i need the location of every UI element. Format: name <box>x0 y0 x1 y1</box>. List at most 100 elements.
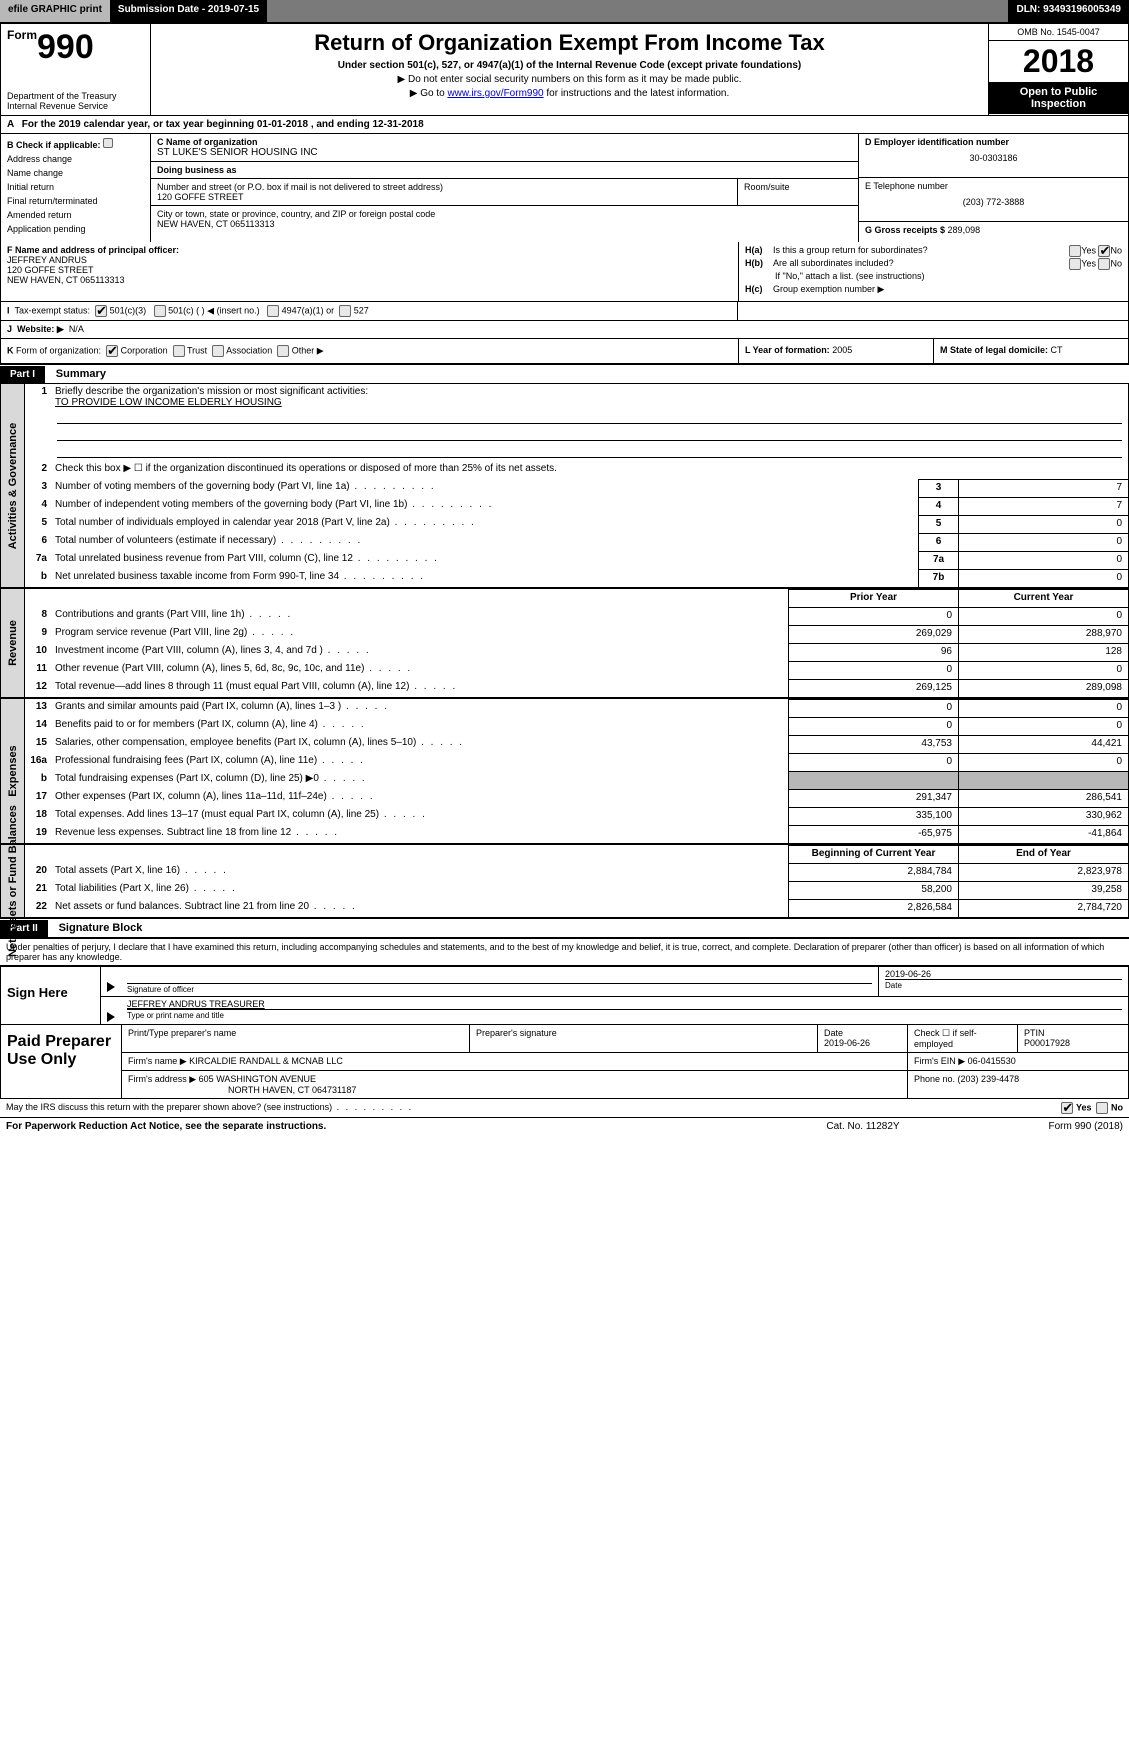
line-text: Total number of volunteers (estimate if … <box>51 533 918 551</box>
line-text: Grants and similar amounts paid (Part IX… <box>51 699 788 717</box>
prior-val: -65,975 <box>788 825 958 843</box>
row-i: I Tax-exempt status: 501(c)(3) 501(c) ( … <box>0 302 1129 321</box>
triangle-icon <box>107 1012 115 1022</box>
assoc-checkbox[interactable] <box>212 345 224 357</box>
line-text: Total expenses. Add lines 13–17 (must eq… <box>51 807 788 825</box>
line-text: Other expenses (Part IX, column (A), lin… <box>51 789 788 807</box>
sign-date: 2019-06-26 <box>885 969 1122 979</box>
perjury-declaration: Under penalties of perjury, I declare th… <box>0 938 1129 965</box>
curr-val: 289,098 <box>958 679 1128 697</box>
line-num: b <box>25 569 51 587</box>
governance-label: Activities & Governance <box>1 384 25 587</box>
curr-val: 286,541 <box>958 789 1128 807</box>
summary-revenue: Revenue Prior Year Current Year 8 Contri… <box>0 589 1129 699</box>
prior-val: 0 <box>788 661 958 679</box>
officer-addr2: NEW HAVEN, CT 065113313 <box>7 275 732 285</box>
prior-val: 96 <box>788 643 958 661</box>
line-text: Net assets or fund balances. Subtract li… <box>51 899 788 917</box>
line-num: 3 <box>25 479 51 497</box>
501c3-checkbox[interactable] <box>95 305 107 317</box>
city-state-zip: NEW HAVEN, CT 065113313 <box>157 219 852 229</box>
summary-governance: Activities & Governance 1Briefly describ… <box>0 384 1129 589</box>
4947-checkbox[interactable] <box>267 305 279 317</box>
tax-year: 2018 <box>989 41 1128 82</box>
line-num: 13 <box>25 699 51 717</box>
officer-name: JEFFREY ANDRUS <box>7 255 732 265</box>
revenue-label: Revenue <box>1 589 25 697</box>
footer-row: For Paperwork Reduction Act Notice, see … <box>0 1118 1129 1135</box>
prior-val: 43,753 <box>788 735 958 753</box>
line-box: 4 <box>918 497 958 515</box>
year-formation: 2005 <box>832 345 852 355</box>
blank-line <box>57 427 1122 441</box>
blank-line <box>57 410 1122 424</box>
col-d: D Employer identification number30-03031… <box>858 134 1128 242</box>
curr-val: 0 <box>958 753 1128 771</box>
line-text: Total fundraising expenses (Part IX, col… <box>51 771 788 789</box>
line-num: 18 <box>25 807 51 825</box>
header-left: Form990 Department of the Treasury Inter… <box>1 24 151 115</box>
phone: (203) 772-3888 <box>865 197 1122 207</box>
officer-signed-name: JEFFREY ANDRUS TREASURER <box>127 999 1122 1009</box>
check-final: Final return/terminated <box>7 196 98 206</box>
prior-val: 58,200 <box>788 881 958 899</box>
corp-checkbox[interactable] <box>106 345 118 357</box>
prior-val <box>788 771 958 789</box>
prior-val: 0 <box>788 753 958 771</box>
summary-expenses: Expenses 13 Grants and similar amounts p… <box>0 699 1129 845</box>
line-text: Total unrelated business revenue from Pa… <box>51 551 918 569</box>
firm-name: KIRCALDIE RANDALL & MCNAB LLC <box>189 1056 343 1066</box>
checkbox-icon[interactable] <box>103 138 113 148</box>
blank-line <box>57 444 1122 458</box>
line-text: Net unrelated business taxable income fr… <box>51 569 918 587</box>
form-number: Form990 <box>7 28 144 67</box>
state-domicile: CT <box>1051 345 1063 355</box>
top-spacer <box>267 0 1008 22</box>
ha-yes-checkbox[interactable] <box>1069 245 1081 257</box>
curr-val: -41,864 <box>958 825 1128 843</box>
form-subtitle-1: Under section 501(c), 527, or 4947(a)(1)… <box>159 60 980 71</box>
discuss-no-checkbox[interactable] <box>1096 1102 1108 1114</box>
website: N/A <box>69 324 84 334</box>
end-year-hdr: End of Year <box>958 845 1128 863</box>
line-text: Revenue less expenses. Subtract line 18 … <box>51 825 788 843</box>
hb-yes-checkbox[interactable] <box>1069 258 1081 270</box>
col-c: C Name of organizationST LUKE'S SENIOR H… <box>151 134 858 242</box>
ha-no-checkbox[interactable] <box>1098 245 1110 257</box>
dln: DLN: 93493196005349 <box>1008 0 1129 22</box>
discuss-yes-checkbox[interactable] <box>1061 1102 1073 1114</box>
line-text: Other revenue (Part VIII, column (A), li… <box>51 661 788 679</box>
firm-ein: 06-0415530 <box>968 1056 1016 1066</box>
form-title: Return of Organization Exempt From Incom… <box>159 30 980 56</box>
line-box: 7a <box>918 551 958 569</box>
line-text: Professional fundraising fees (Part IX, … <box>51 753 788 771</box>
line-text: Total revenue—add lines 8 through 11 (mu… <box>51 679 788 697</box>
col-h: H(a)Is this a group return for subordina… <box>738 242 1128 301</box>
prior-val: 0 <box>788 717 958 735</box>
prior-val: 0 <box>788 699 958 717</box>
trust-checkbox[interactable] <box>173 345 185 357</box>
line-text: Program service revenue (Part VIII, line… <box>51 625 788 643</box>
line-num: 21 <box>25 881 51 899</box>
irs-link[interactable]: www.irs.gov/Form990 <box>447 88 543 99</box>
line-num: 7a <box>25 551 51 569</box>
line-text: Total liabilities (Part X, line 26) <box>51 881 788 899</box>
hb-no-checkbox[interactable] <box>1098 258 1110 270</box>
prior-year-hdr: Prior Year <box>788 589 958 607</box>
line-box: 7b <box>918 569 958 587</box>
other-checkbox[interactable] <box>277 345 289 357</box>
line-num: b <box>25 771 51 789</box>
officer-addr1: 120 GOFFE STREET <box>7 265 732 275</box>
line-num: 19 <box>25 825 51 843</box>
mission: TO PROVIDE LOW INCOME ELDERLY HOUSING <box>55 397 282 408</box>
501c-checkbox[interactable] <box>154 305 166 317</box>
paid-preparer-block: Paid Preparer Use Only Print/Type prepar… <box>0 1025 1129 1099</box>
527-checkbox[interactable] <box>339 305 351 317</box>
line-val: 0 <box>958 551 1128 569</box>
form-ref: Form 990 (2018) <box>963 1121 1123 1132</box>
form-subtitle-3: ▶ Go to www.irs.gov/Form990 for instruct… <box>159 88 980 99</box>
line-val: 0 <box>958 569 1128 587</box>
line-num: 16a <box>25 753 51 771</box>
ein: 30-0303186 <box>865 153 1122 163</box>
line-num: 6 <box>25 533 51 551</box>
